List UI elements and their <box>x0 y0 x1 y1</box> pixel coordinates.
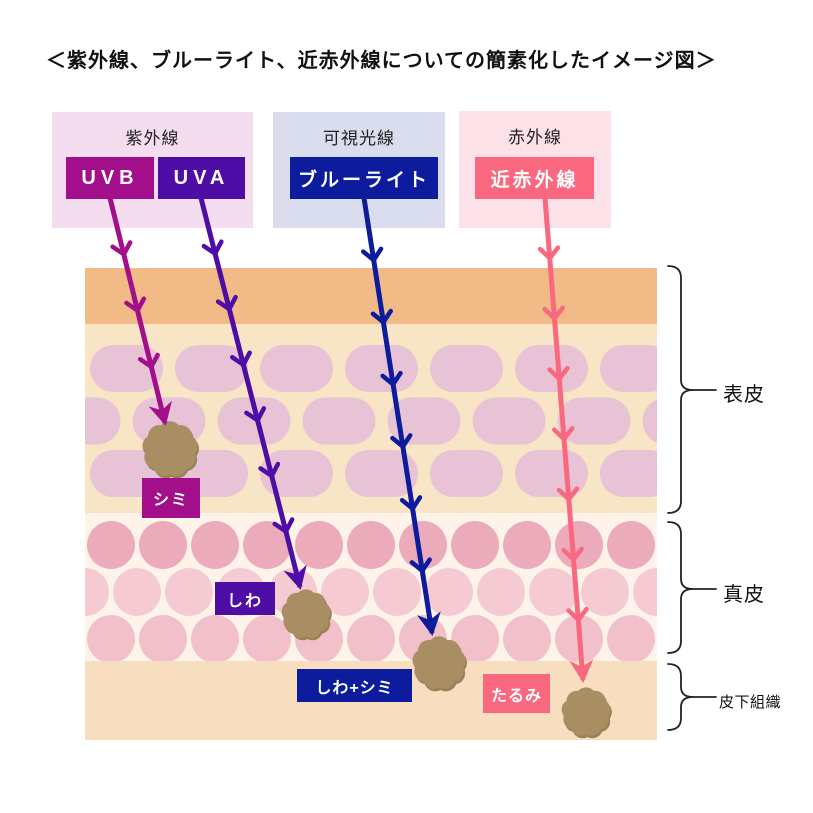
layer-braces <box>667 265 717 731</box>
rays <box>107 197 594 683</box>
dermis-label: 真皮 <box>723 584 765 606</box>
sagging-label: たるみ <box>483 674 550 713</box>
uva-badge: UVA <box>158 157 245 199</box>
wrinkles-label: しわ <box>215 582 275 615</box>
wrinkles-spots-label: しわ+シミ <box>297 669 412 702</box>
dermis-brace <box>667 521 694 654</box>
near-infrared-ray <box>537 197 594 683</box>
subcutaneous-label: 皮下組織 <box>719 694 782 711</box>
group-visible-light-label: 可視光線 <box>323 129 395 148</box>
group-infrared-label: 赤外線 <box>508 128 562 147</box>
uvb-ray <box>107 197 172 426</box>
uva-ray <box>198 197 307 590</box>
subcutaneous-brace <box>667 663 694 731</box>
damage-blob <box>412 636 468 692</box>
damage-blob <box>561 687 612 739</box>
group-ultraviolet: 紫外線 UVB UVA <box>52 112 253 228</box>
damage-blob <box>142 421 200 479</box>
blue-light-ray <box>361 197 441 636</box>
epidermis-brace <box>667 265 694 514</box>
stratum-corneum-band <box>85 268 657 324</box>
dermis-cells <box>85 521 657 661</box>
group-visible-light: 可視光線 ブルーライト <box>273 112 445 228</box>
blue-light-badge: ブルーライト <box>290 157 438 199</box>
group-ultraviolet-label: 紫外線 <box>125 129 180 148</box>
uvb-badge: UVB <box>66 157 154 199</box>
damage-blob <box>281 589 332 641</box>
damage-blobs <box>142 421 612 739</box>
epidermis-cells <box>85 345 657 497</box>
near-infrared-badge: 近赤外線 <box>475 157 594 199</box>
group-infrared: 赤外線 近赤外線 <box>459 111 611 228</box>
spots-label: シミ <box>142 478 200 518</box>
diagram-title: ＜紫外線、ブルーライト、近赤外線についての簡素化したイメージ図＞ <box>46 50 717 72</box>
epidermis-label: 表皮 <box>723 384 765 406</box>
